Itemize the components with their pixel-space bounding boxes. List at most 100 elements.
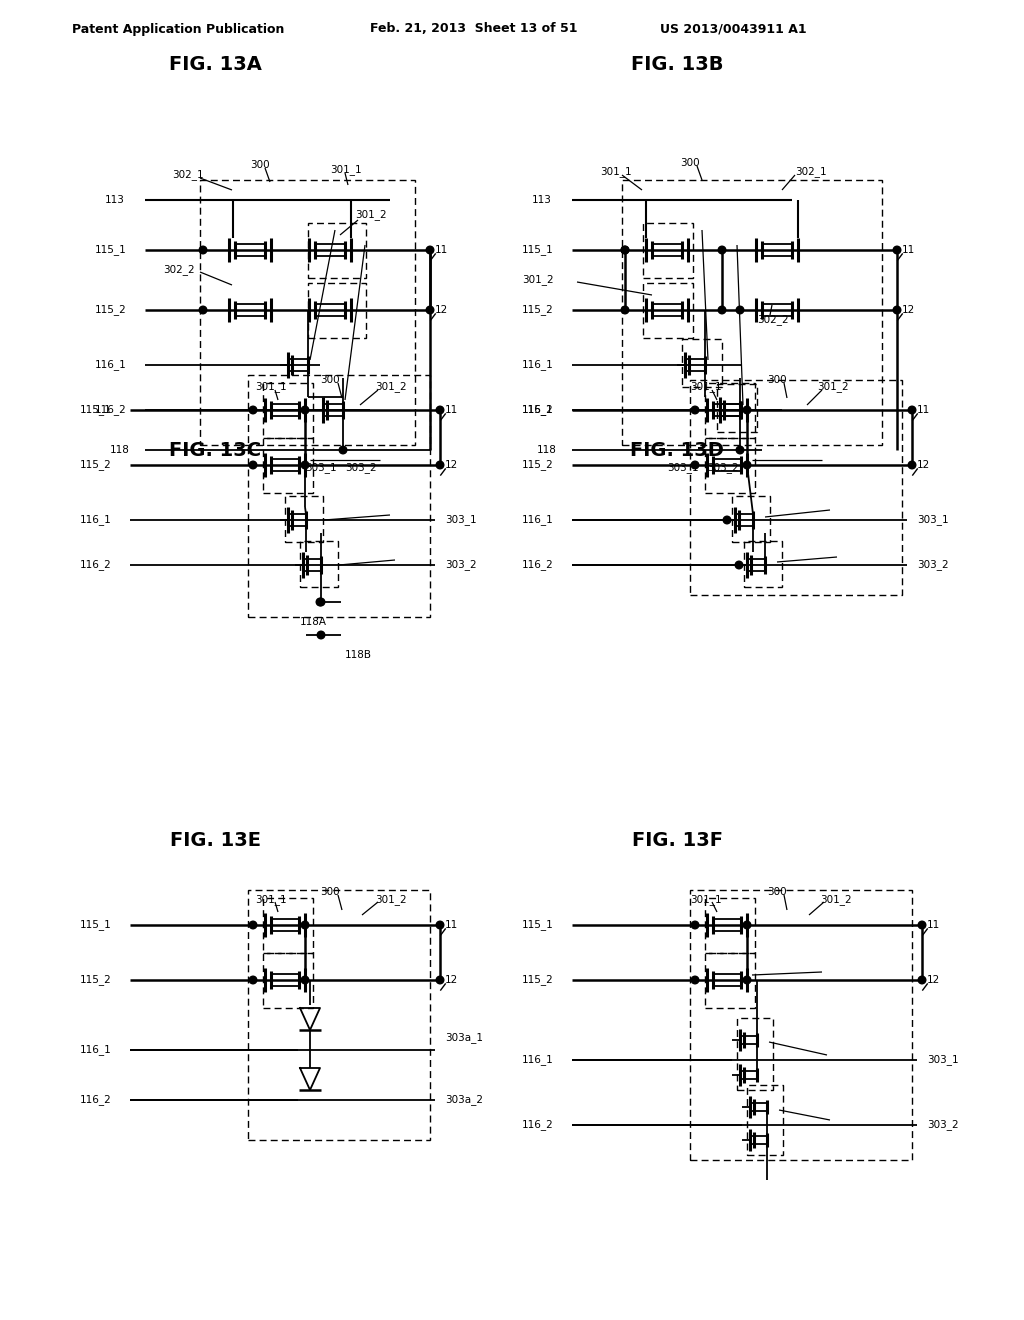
Text: 300: 300: [680, 158, 699, 168]
Circle shape: [718, 306, 726, 314]
Bar: [643, 282, 693, 338]
Circle shape: [436, 461, 443, 469]
Text: 12: 12: [927, 975, 940, 985]
Text: 116_2: 116_2: [522, 404, 554, 416]
Text: 116_1: 116_1: [80, 1044, 112, 1056]
Text: FIG. 13D: FIG. 13D: [630, 441, 724, 459]
Text: 301_2: 301_2: [522, 275, 554, 285]
Circle shape: [436, 921, 443, 929]
Text: 118B: 118B: [345, 649, 372, 660]
Circle shape: [893, 247, 901, 253]
Bar: [263, 383, 313, 438]
Text: 303_2: 303_2: [707, 462, 738, 474]
Bar: [622, 180, 882, 445]
Bar: [705, 383, 755, 438]
Text: 300: 300: [767, 375, 786, 385]
Circle shape: [743, 461, 751, 469]
Text: 116_2: 116_2: [80, 1094, 112, 1105]
Bar: [690, 890, 912, 1160]
Text: 303_2: 303_2: [445, 560, 476, 570]
Circle shape: [301, 461, 309, 469]
Circle shape: [249, 921, 257, 929]
Text: 303_1: 303_1: [927, 1055, 958, 1065]
Text: 303_2: 303_2: [345, 462, 377, 474]
Text: 12: 12: [445, 459, 459, 470]
Text: 11: 11: [902, 246, 915, 255]
Circle shape: [249, 461, 257, 469]
Text: 300: 300: [319, 375, 340, 385]
Text: 118: 118: [110, 445, 130, 455]
Text: 115_1: 115_1: [80, 404, 112, 416]
Text: 116_2: 116_2: [95, 404, 127, 416]
Text: 115_1: 115_1: [80, 920, 112, 931]
Text: 303a_1: 303a_1: [445, 1032, 483, 1043]
Circle shape: [736, 446, 743, 454]
Text: FIG. 13B: FIG. 13B: [631, 55, 723, 74]
Circle shape: [436, 977, 443, 983]
Circle shape: [339, 446, 347, 454]
Bar: [705, 438, 755, 492]
Text: 11: 11: [445, 920, 459, 931]
Text: 116_2: 116_2: [80, 560, 112, 570]
Circle shape: [736, 306, 743, 314]
Circle shape: [893, 306, 901, 314]
Circle shape: [301, 977, 309, 983]
Circle shape: [301, 407, 309, 413]
Text: 116_1: 116_1: [522, 515, 554, 525]
Bar: [705, 898, 755, 953]
Circle shape: [622, 306, 629, 314]
Text: FIG. 13C: FIG. 13C: [169, 441, 261, 459]
Text: Patent Application Publication: Patent Application Publication: [72, 22, 285, 36]
Circle shape: [691, 921, 698, 929]
Text: 301_2: 301_2: [355, 210, 387, 220]
Text: 12: 12: [435, 305, 449, 315]
Circle shape: [735, 561, 742, 569]
Text: 115_2: 115_2: [522, 459, 554, 470]
Bar: [248, 375, 430, 616]
Text: 303_1: 303_1: [667, 462, 698, 474]
Circle shape: [743, 407, 751, 413]
Text: 303_1: 303_1: [305, 462, 337, 474]
Text: 301_1: 301_1: [255, 381, 287, 392]
Circle shape: [426, 247, 434, 253]
Text: 303_2: 303_2: [927, 1119, 958, 1130]
Text: 11: 11: [918, 405, 930, 414]
Bar: [746, 1085, 783, 1155]
Text: 300: 300: [319, 887, 340, 898]
Text: 301_1: 301_1: [690, 895, 722, 906]
Text: 113: 113: [105, 195, 125, 205]
Bar: [308, 223, 366, 279]
Text: 301_1: 301_1: [690, 381, 722, 392]
Text: 115_2: 115_2: [522, 974, 554, 986]
Bar: [263, 438, 313, 492]
Circle shape: [317, 631, 325, 639]
Bar: [744, 541, 782, 587]
Text: FIG. 13E: FIG. 13E: [170, 830, 260, 850]
Text: 115_1: 115_1: [95, 244, 127, 256]
Bar: [682, 339, 722, 387]
Text: 303_1: 303_1: [445, 515, 476, 525]
Bar: [717, 384, 757, 432]
Bar: [300, 541, 338, 587]
Text: 303_1: 303_1: [918, 515, 948, 525]
Circle shape: [718, 247, 726, 253]
Text: 115_1: 115_1: [522, 244, 554, 256]
Text: 116_1: 116_1: [522, 1055, 554, 1065]
Text: 302_1: 302_1: [795, 166, 826, 177]
Text: 301_2: 301_2: [817, 381, 849, 392]
Circle shape: [908, 407, 915, 413]
Circle shape: [919, 977, 926, 983]
Text: 301_2: 301_2: [375, 895, 407, 906]
Circle shape: [691, 407, 698, 413]
Circle shape: [316, 598, 324, 606]
Text: 115_1: 115_1: [522, 920, 554, 931]
Text: 302_2: 302_2: [757, 314, 788, 326]
Circle shape: [317, 598, 325, 606]
Bar: [263, 898, 313, 953]
Text: 115_2: 115_2: [80, 459, 112, 470]
Text: 300: 300: [767, 887, 786, 898]
Text: 12: 12: [918, 459, 930, 470]
Text: 115_2: 115_2: [80, 974, 112, 986]
Circle shape: [919, 921, 926, 929]
Circle shape: [426, 306, 434, 314]
